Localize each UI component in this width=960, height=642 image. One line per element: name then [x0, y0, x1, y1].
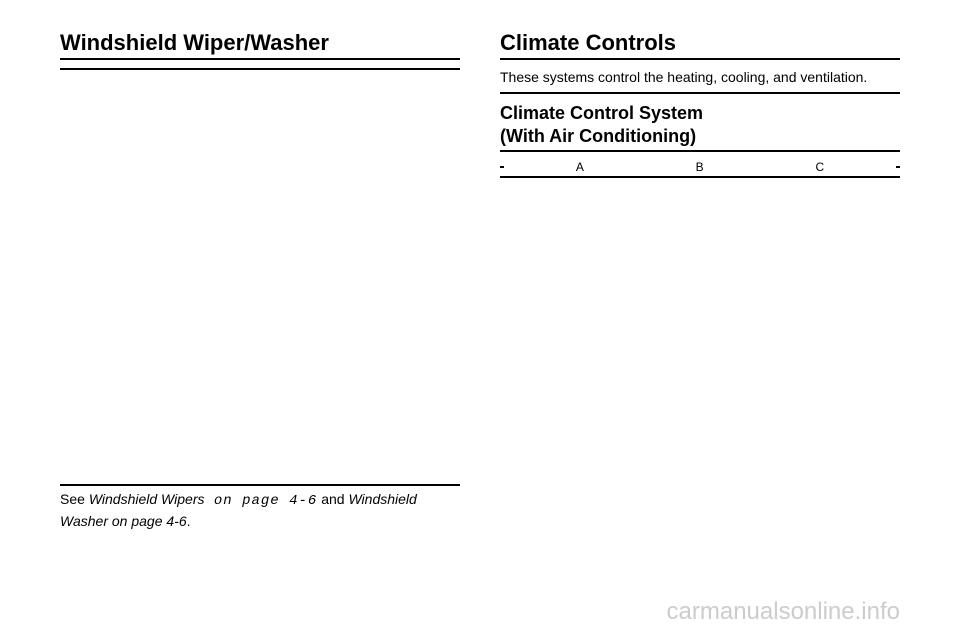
diagram-label-b: B: [696, 160, 704, 174]
left-content-spacer: [60, 78, 460, 478]
ref-and: and: [317, 491, 348, 507]
subsection-rule: [500, 150, 900, 152]
reference-text: See Windshield Wipers on page 4-6 and Wi…: [60, 490, 460, 531]
reference-block: See Windshield Wipers on page 4-6 and Wi…: [60, 484, 460, 531]
watermark: carmanualsonline.info: [667, 598, 900, 626]
left-heading-rule: [60, 58, 460, 60]
diagram-label-row: A B C: [500, 160, 900, 178]
left-heading: Windshield Wiper/Washer: [60, 30, 460, 56]
diagram-label-a: A: [576, 160, 584, 174]
diagram-labels: A B C: [500, 160, 900, 174]
ref-page-1: on page 4-6: [205, 493, 318, 509]
left-subrule: [60, 68, 460, 70]
subheading-line-1: Climate Control System: [500, 103, 703, 123]
left-column: Windshield Wiper/Washer See Windshield W…: [60, 30, 460, 535]
right-heading-rule: [500, 58, 900, 60]
ref-page-2: on page 4-6: [108, 513, 187, 529]
subsection-heading: Climate Control System (With Air Conditi…: [500, 102, 900, 149]
right-body-rule: [500, 92, 900, 94]
subheading-line-2: (With Air Conditioning): [500, 126, 696, 146]
right-heading: Climate Controls: [500, 30, 900, 56]
ref-prefix: See: [60, 491, 89, 507]
right-column: Climate Controls These systems control t…: [500, 30, 900, 535]
ref-link-1: Windshield Wipers: [89, 491, 205, 507]
diagram-label-c: C: [815, 160, 824, 174]
page-container: Windshield Wiper/Washer See Windshield W…: [0, 0, 960, 565]
right-body-text: These systems control the heating, cooli…: [500, 68, 900, 88]
ref-suffix: .: [187, 513, 191, 529]
